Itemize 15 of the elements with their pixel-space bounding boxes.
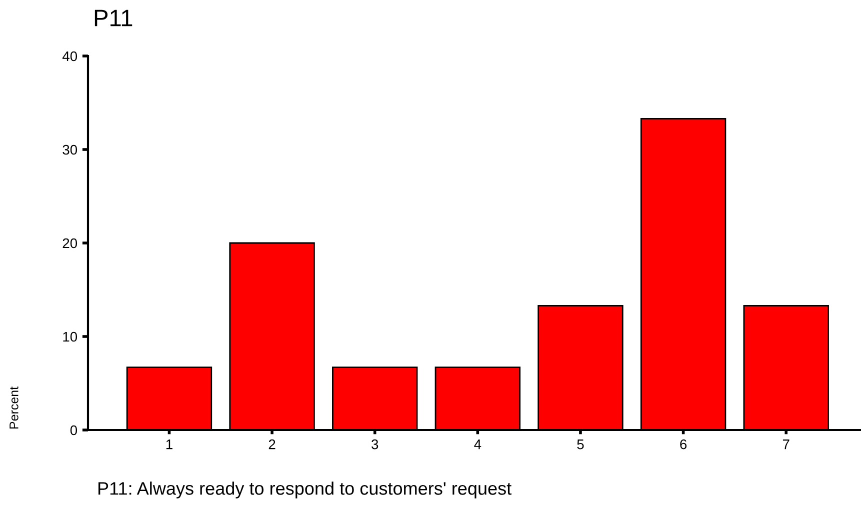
- chart-title: P11: [94, 10, 132, 26]
- x-tick-label: 7: [782, 440, 790, 450]
- x-tick-label: 2: [268, 439, 276, 450]
- y-tick-label: 10: [63, 332, 78, 342]
- x-tick-label: 1: [166, 440, 172, 450]
- x-tick-label: 3: [372, 439, 378, 450]
- x-tick-label: 4: [474, 440, 482, 450]
- y-tick-label: 20: [62, 238, 78, 248]
- y-axis-title: Percent: [10, 386, 18, 429]
- y-tick-label: 0: [70, 425, 78, 436]
- y-tick-label: 40: [62, 51, 78, 62]
- x-axis-title: P11: Always ready to respond to customers' request: [98, 482, 512, 498]
- x-tick-label: 5: [577, 440, 584, 450]
- y-tick-label: 30: [62, 144, 78, 155]
- x-tick-label: 6: [680, 439, 687, 450]
